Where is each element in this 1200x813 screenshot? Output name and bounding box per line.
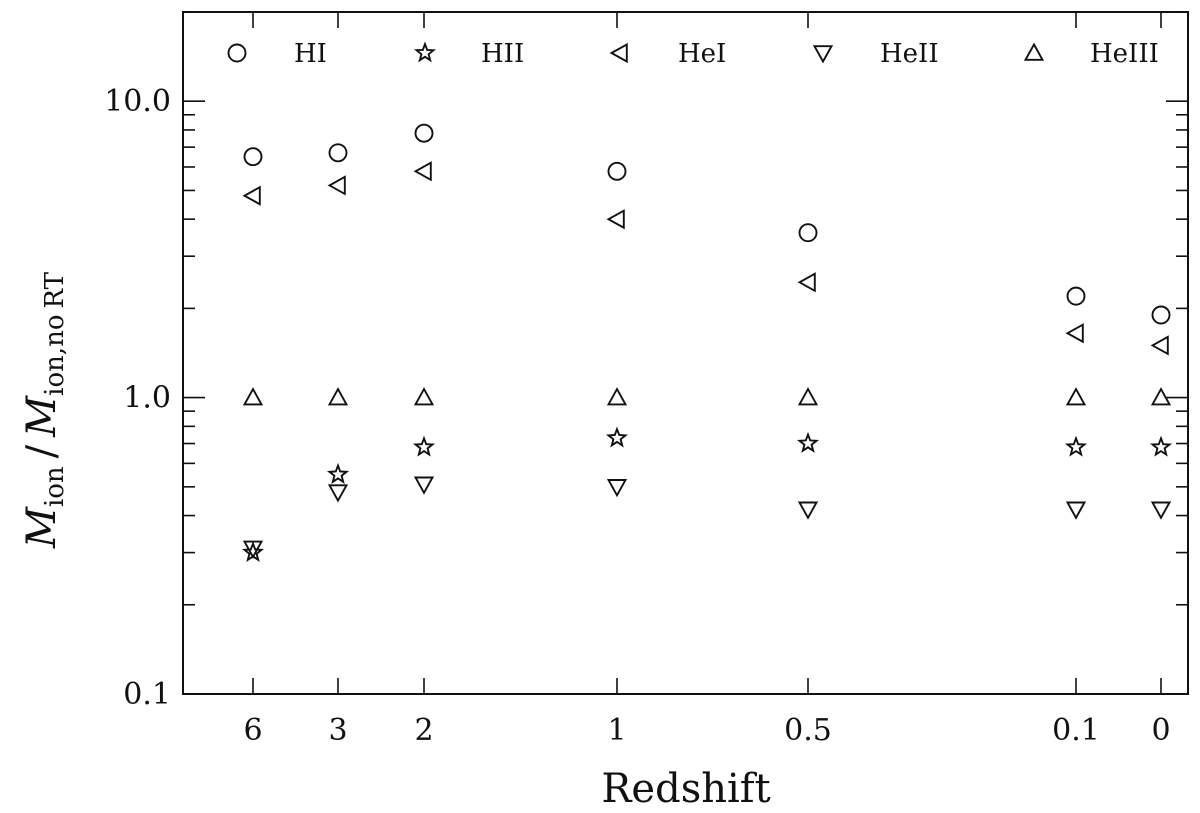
point-hei: [1065, 323, 1084, 344]
point-heiii: [797, 387, 819, 406]
y-tick-label: 1.0: [123, 381, 171, 416]
x-tick-label: 6: [243, 713, 262, 748]
legend-label: HeI: [678, 39, 726, 69]
point-hei: [1150, 335, 1169, 356]
data-points: [241, 123, 1173, 562]
plot-border: [182, 11, 1189, 695]
point-hi: [243, 147, 263, 167]
y-title-sub2b: RT: [40, 271, 70, 308]
y-tick-label: 0.1: [123, 677, 171, 712]
y-axis-title: Mion / Mion,no RT: [19, 271, 70, 549]
legend-marker-hii: [413, 41, 437, 63]
y-title-m2: M: [19, 395, 65, 438]
x-tick-label: 0.1: [1052, 713, 1100, 748]
x-tick-label: 0.5: [784, 713, 832, 748]
point-hi: [1066, 286, 1086, 306]
point-hi: [328, 143, 348, 163]
point-heii: [1065, 501, 1087, 520]
point-hii: [796, 431, 820, 453]
legend-marker-hi: [227, 43, 247, 63]
y-title-m1: M: [19, 506, 65, 549]
x-axis-title: Redshift: [601, 766, 770, 812]
point-hii: [605, 426, 629, 448]
y-axis: 0.1 1.0 10.0: [104, 11, 1188, 712]
point-hei: [413, 161, 432, 182]
point-hi: [414, 123, 434, 143]
point-hi: [607, 161, 627, 181]
legend-label: HeII: [880, 39, 939, 69]
plot-frame: [182, 11, 1189, 695]
legend-label: HeIII: [1090, 39, 1159, 69]
point-heiii: [606, 387, 628, 406]
y-title-slash: /: [19, 444, 65, 458]
point-hii: [1149, 435, 1173, 457]
point-hii: [1064, 435, 1088, 457]
point-heii: [606, 479, 628, 498]
point-heii: [797, 501, 819, 520]
point-hei: [327, 175, 346, 196]
point-hei: [242, 185, 261, 206]
point-hei: [606, 209, 625, 230]
point-hii: [412, 435, 436, 457]
point-heii: [413, 476, 435, 495]
point-hii: [326, 462, 350, 484]
x-axis: 6 3 2 1 0.5 0.1 0: [243, 12, 1171, 748]
legend-marker-hei: [609, 42, 628, 64]
point-hei: [797, 272, 816, 293]
x-tick-label: 0: [1151, 713, 1170, 748]
point-heii: [1150, 501, 1172, 520]
x-tick-label: 1: [607, 713, 626, 748]
legend-marker-heii: [812, 45, 834, 64]
point-heiii: [327, 387, 349, 406]
point-hi: [798, 223, 818, 243]
legend-label: HI: [294, 39, 327, 69]
point-heii: [327, 484, 349, 503]
point-heiii: [1150, 387, 1172, 406]
x-tick-label: 2: [414, 713, 433, 748]
y-title-sub2: ion,no: [40, 314, 70, 395]
point-heiii: [1065, 387, 1087, 406]
point-heiii: [413, 387, 435, 406]
y-title-sub1: ion: [40, 466, 70, 507]
point-heii: [242, 540, 264, 559]
legend-label: HII: [481, 39, 524, 69]
svg-text:Mion/Mion,noRT: Mion / Mion,no RT: [19, 271, 70, 549]
legend: HI HII HeI HeII HeIII: [227, 39, 1159, 69]
y-tick-label: 10.0: [104, 84, 171, 119]
point-hi: [1151, 305, 1171, 325]
legend-marker-heiii: [1023, 42, 1045, 61]
point-heiii: [242, 387, 264, 406]
x-tick-label: 3: [328, 713, 347, 748]
